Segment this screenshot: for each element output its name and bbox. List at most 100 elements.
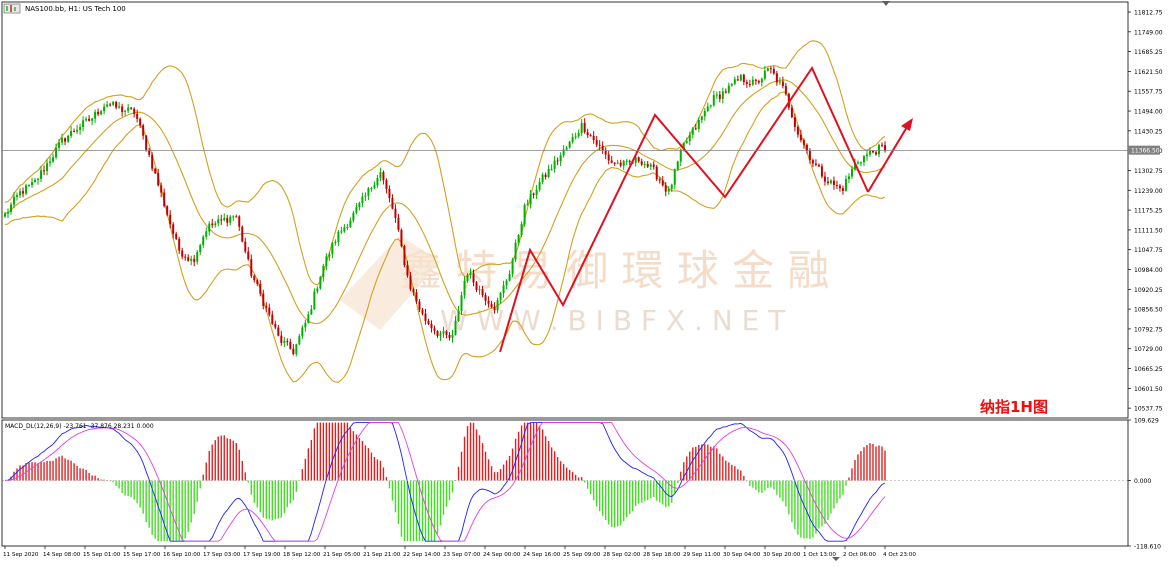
candle bbox=[868, 147, 871, 157]
candle bbox=[823, 171, 826, 186]
candle bbox=[586, 128, 589, 138]
candle bbox=[613, 162, 616, 167]
x-tick-label: 11 Sep 2020 bbox=[3, 552, 39, 558]
candle bbox=[94, 109, 97, 123]
candle bbox=[301, 325, 304, 339]
candle bbox=[283, 336, 286, 348]
y-tick-label: 10601.50 bbox=[1134, 386, 1163, 393]
candle bbox=[25, 183, 28, 196]
x-tick-label: 25 Sep 09:00 bbox=[563, 552, 601, 558]
y-tick-label: 11621.50 bbox=[1134, 69, 1163, 76]
candle bbox=[4, 211, 6, 219]
candle bbox=[121, 103, 124, 117]
current-price-badge: 11366.50 bbox=[1128, 145, 1160, 155]
candle bbox=[862, 155, 865, 167]
candle bbox=[304, 319, 307, 332]
zigzag-trend-line[interactable] bbox=[499, 65, 869, 353]
chart-shift-marker-icon[interactable] bbox=[882, 1, 890, 6]
candle bbox=[388, 185, 391, 203]
candle bbox=[100, 109, 103, 116]
candle bbox=[835, 180, 838, 190]
candle bbox=[571, 133, 574, 144]
candle bbox=[505, 278, 508, 290]
candle bbox=[85, 116, 88, 122]
chart-icon[interactable] bbox=[3, 3, 21, 14]
x-tick-label: 21 Sep 21:00 bbox=[363, 552, 401, 558]
candle bbox=[457, 306, 460, 323]
candle bbox=[7, 208, 10, 219]
candle bbox=[445, 329, 448, 339]
candle bbox=[70, 126, 73, 139]
candle bbox=[775, 71, 778, 86]
y-tick-label: 11749.00 bbox=[1134, 29, 1163, 36]
candle bbox=[31, 177, 34, 188]
candle bbox=[763, 66, 766, 81]
candle bbox=[37, 177, 40, 185]
projection-arrow[interactable] bbox=[867, 126, 908, 193]
candle bbox=[751, 76, 754, 87]
candle bbox=[145, 134, 148, 152]
candle bbox=[469, 268, 472, 279]
candle bbox=[601, 141, 604, 155]
y-tick-label: 11239.00 bbox=[1134, 188, 1163, 195]
candle bbox=[163, 188, 166, 208]
candle bbox=[523, 203, 526, 227]
x-tick-label: 29 Sep 11:00 bbox=[683, 552, 721, 558]
candle bbox=[544, 172, 547, 180]
candle bbox=[67, 134, 70, 143]
candle bbox=[688, 131, 691, 146]
candle bbox=[529, 189, 532, 209]
candle bbox=[391, 194, 394, 210]
y-tick-label: 11175.25 bbox=[1134, 208, 1163, 215]
candle bbox=[694, 123, 697, 131]
candle bbox=[184, 253, 187, 261]
candle bbox=[745, 79, 748, 88]
candle bbox=[580, 119, 583, 137]
candle bbox=[340, 226, 343, 234]
candle bbox=[73, 128, 76, 133]
candle bbox=[490, 300, 493, 309]
candle bbox=[718, 91, 721, 103]
candle bbox=[181, 247, 184, 260]
candle bbox=[664, 182, 667, 197]
candle bbox=[508, 270, 511, 282]
candle bbox=[58, 138, 61, 151]
candle bbox=[610, 155, 613, 164]
candle bbox=[418, 298, 421, 313]
candle bbox=[802, 138, 805, 149]
candle bbox=[478, 285, 481, 295]
candle bbox=[685, 137, 688, 144]
candle bbox=[493, 302, 496, 314]
candle bbox=[850, 165, 853, 179]
x-tick-label: 30 Sep 20:00 bbox=[763, 552, 801, 558]
candle bbox=[772, 66, 775, 75]
candle bbox=[103, 103, 106, 115]
candle bbox=[238, 215, 241, 231]
candle bbox=[106, 101, 109, 108]
candle bbox=[76, 125, 79, 135]
candle bbox=[715, 91, 718, 99]
candle bbox=[637, 156, 640, 163]
candle bbox=[223, 213, 226, 222]
candle bbox=[499, 291, 502, 304]
candle bbox=[151, 152, 154, 172]
x-tick-label: 16 Sep 10:00 bbox=[163, 552, 201, 558]
candle bbox=[220, 214, 223, 225]
candle bbox=[229, 214, 232, 226]
candle bbox=[403, 244, 406, 268]
candle bbox=[274, 320, 277, 330]
candle bbox=[670, 183, 673, 193]
candle bbox=[292, 344, 295, 356]
candle bbox=[169, 210, 172, 229]
candle bbox=[133, 107, 136, 118]
candle bbox=[316, 286, 319, 294]
candle bbox=[760, 77, 763, 87]
candle bbox=[214, 221, 217, 228]
candle bbox=[721, 87, 724, 104]
candle bbox=[607, 150, 610, 165]
x-tick-label: 30 Sep 04:00 bbox=[723, 552, 761, 558]
candle bbox=[796, 125, 799, 138]
candle bbox=[373, 181, 376, 190]
candle bbox=[856, 160, 859, 165]
